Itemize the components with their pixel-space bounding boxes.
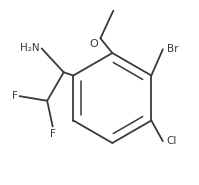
Text: Br: Br: [167, 44, 178, 54]
Text: Cl: Cl: [166, 136, 176, 146]
Text: H₂N: H₂N: [20, 43, 39, 53]
Text: F: F: [12, 91, 18, 101]
Text: O: O: [89, 39, 98, 49]
Text: F: F: [50, 129, 56, 139]
